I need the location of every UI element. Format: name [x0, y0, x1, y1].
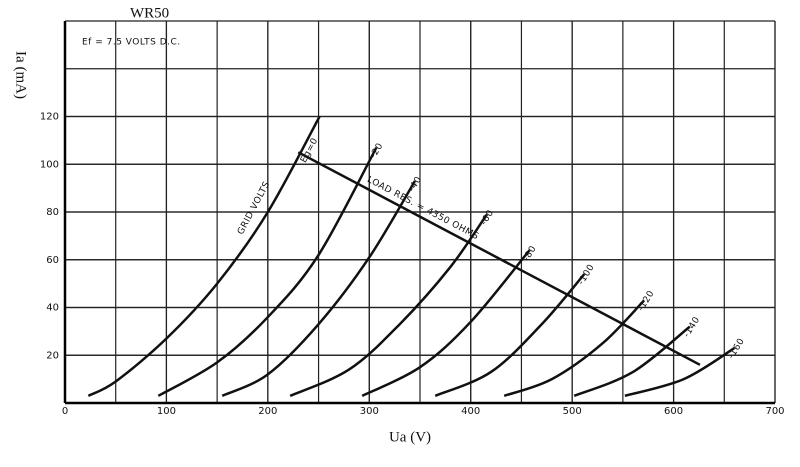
chart-subtitle: Ef = 7.5 VOLTS D.C. — [82, 38, 181, 48]
curve — [503, 299, 646, 398]
curve — [361, 249, 531, 397]
curve — [624, 347, 736, 398]
x-tick-label: 600 — [664, 406, 683, 417]
curve-label: -100 — [576, 263, 596, 287]
annotation: GRID VOLTS — [236, 180, 272, 237]
curve — [289, 213, 488, 397]
x-tick-label: 500 — [563, 406, 582, 417]
curve-label: -40 — [407, 175, 424, 194]
x-tick-label: 0 — [62, 406, 68, 417]
x-axis-label: Ua (V) — [389, 429, 431, 445]
y-tick-label: 60 — [46, 255, 59, 266]
x-tick-label: 400 — [461, 406, 480, 417]
curve-label: -120 — [636, 289, 656, 313]
curve — [221, 180, 417, 397]
curve-label: -140 — [682, 315, 702, 339]
annotation: LOAD RES. = 4350 OHMS — [365, 175, 480, 242]
y-tick-label: 100 — [40, 159, 59, 170]
title-box — [80, 4, 214, 58]
curve — [157, 146, 378, 397]
y-tick-label: 120 — [40, 112, 59, 123]
x-tick-label: 700 — [765, 406, 784, 417]
curve — [87, 115, 321, 397]
y-tick-label: 80 — [46, 207, 59, 218]
y-tick-label: 40 — [46, 303, 59, 314]
curve-label: -20 — [369, 141, 386, 160]
x-tick-label: 200 — [258, 406, 277, 417]
curve-label: -60 — [479, 208, 496, 227]
y-axis-label: Ia (mA) — [13, 51, 29, 99]
x-tick-label: 300 — [360, 406, 379, 417]
chart-title: WR50 — [130, 5, 169, 21]
load-line — [297, 151, 701, 366]
y-tick-label: 20 — [46, 350, 59, 361]
curve-label: -160 — [727, 337, 747, 361]
curve — [573, 325, 691, 397]
x-tick-label: 100 — [157, 406, 176, 417]
